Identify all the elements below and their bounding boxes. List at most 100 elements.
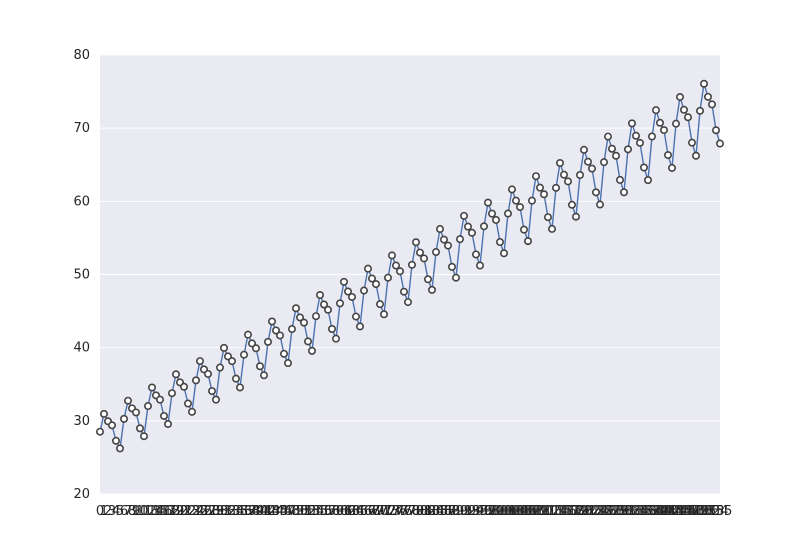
x-tick-label: 106	[512, 504, 537, 519]
x-tick-label: 11	[136, 504, 153, 519]
data-point	[307, 346, 316, 355]
data-point	[615, 175, 624, 184]
x-tick-label: 123	[580, 504, 605, 519]
data-point	[683, 113, 692, 122]
x-tick-label: 151	[692, 504, 717, 519]
x-tick-label: 131	[612, 504, 637, 519]
x-tick-label: 127	[596, 504, 621, 519]
data-point	[303, 337, 312, 346]
data-point	[299, 318, 308, 327]
x-tick-label: 102	[496, 504, 521, 519]
x-tick-label: 56	[316, 504, 333, 519]
data-point	[591, 188, 600, 197]
x-tick-label: 128	[600, 504, 625, 519]
x-tick-label: 17	[160, 504, 177, 519]
data-point	[439, 235, 448, 244]
data-point	[495, 238, 504, 247]
data-point	[387, 251, 396, 260]
x-tick-label: 98	[484, 504, 501, 519]
x-tick-label: 94	[468, 504, 485, 519]
x-tick-label: 133	[620, 504, 645, 519]
y-axis-ticks: 20 30 40 50 60 70 80	[73, 48, 90, 502]
x-tick-label: 10	[132, 504, 149, 519]
data-point	[295, 313, 304, 322]
data-point	[643, 176, 652, 185]
data-point	[367, 274, 376, 283]
data-point	[395, 267, 404, 276]
data-point	[204, 369, 213, 378]
data-point	[255, 362, 264, 371]
data-point	[196, 357, 205, 366]
data-point	[335, 299, 344, 308]
x-tick-label: 30	[212, 504, 229, 519]
x-tick-label: 88	[444, 504, 461, 519]
data-point	[108, 421, 117, 430]
data-point	[575, 171, 584, 180]
x-tick-label: 136	[632, 504, 657, 519]
data-point	[323, 305, 332, 314]
data-point	[555, 158, 564, 167]
data-point	[579, 145, 588, 154]
x-tick-label: 60	[332, 504, 349, 519]
data-point	[220, 343, 229, 352]
x-tick-label: 101	[492, 504, 517, 519]
data-point	[711, 126, 720, 135]
data-point	[188, 407, 197, 416]
x-tick-label: 15	[152, 504, 169, 519]
x-tick-label: 76	[396, 504, 413, 519]
x-tick-label: 132	[616, 504, 641, 519]
data-point	[287, 325, 296, 334]
data-point	[583, 157, 592, 166]
data-point	[216, 363, 225, 372]
x-tick-label: 80	[412, 504, 429, 519]
x-tick-label: 155	[708, 504, 733, 519]
x-tick-label: 79	[408, 504, 425, 519]
data-point	[180, 382, 189, 391]
data-point	[259, 371, 268, 380]
data-point	[184, 399, 193, 408]
x-tick-label: 137	[636, 504, 661, 519]
data-point	[435, 225, 444, 234]
data-point	[663, 151, 672, 160]
x-tick-label: 57	[320, 504, 337, 519]
x-tick-label: 13	[144, 504, 161, 519]
data-point	[343, 287, 352, 296]
x-tick-label: 118	[560, 504, 585, 519]
x-tick-label: 70	[372, 504, 389, 519]
data-point	[515, 203, 524, 212]
x-tick-label: 75	[392, 504, 409, 519]
x-tick-label: 68	[364, 504, 381, 519]
x-tick-label: 26	[196, 504, 213, 519]
x-tick-label: 40	[252, 504, 269, 519]
x-tick-label: 53	[304, 504, 321, 519]
data-point	[240, 350, 249, 359]
data-point	[523, 237, 532, 246]
data-point	[707, 100, 716, 109]
x-tick-label: 50	[292, 504, 309, 519]
data-point	[651, 106, 660, 115]
data-point	[627, 119, 636, 128]
y-tick-label: 40	[73, 341, 90, 356]
x-tick-label: 44	[268, 504, 285, 519]
x-tick-label: 149	[684, 504, 709, 519]
data-point	[379, 310, 388, 319]
data-point	[563, 177, 572, 186]
x-tick-label: 43	[264, 504, 281, 519]
x-tick-label: 93	[464, 504, 481, 519]
x-tick-label: 142	[656, 504, 681, 519]
x-tick-label: 122	[576, 504, 601, 519]
x-tick-label: 20	[172, 504, 189, 519]
x-tick-label: 7	[124, 504, 132, 519]
data-point	[156, 395, 165, 404]
x-tick-label: 95	[472, 504, 489, 519]
x-tick-label: 97	[480, 504, 497, 519]
x-tick-label: 121	[572, 504, 597, 519]
x-tick-label: 41	[256, 504, 273, 519]
data-point	[431, 248, 440, 257]
data-point	[252, 344, 261, 353]
x-tick-label: 111	[532, 504, 557, 519]
data-point	[291, 304, 300, 313]
data-point	[192, 376, 201, 385]
data-point	[319, 300, 328, 309]
x-tick-label: 2	[104, 504, 112, 519]
